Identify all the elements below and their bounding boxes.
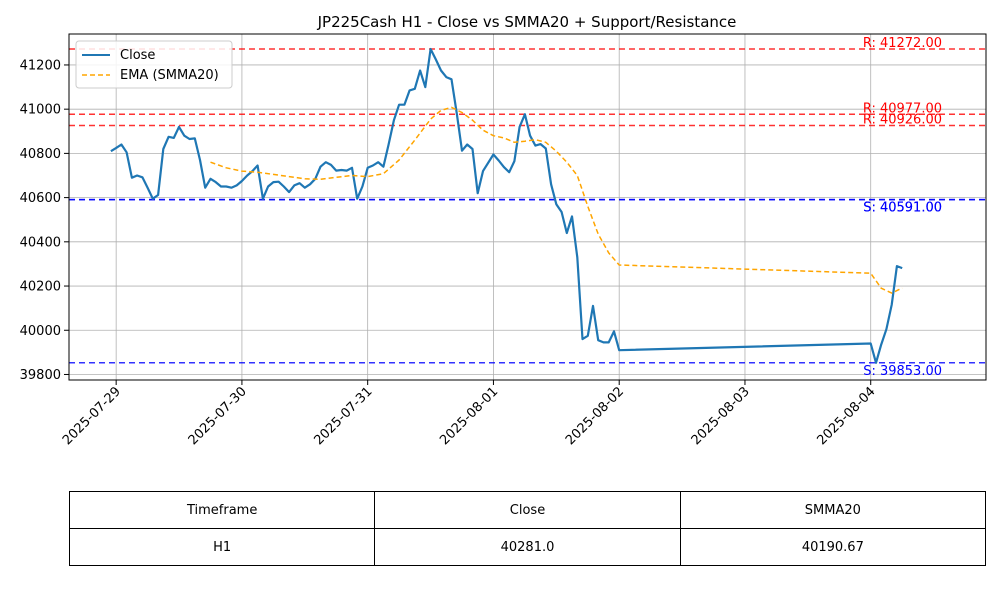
axis-layer: 2025-07-29 2025-07-30 2025-07-31 2025-08-01… [20,58,879,448]
x-tick-label: 2025-08-02 [563,384,627,448]
x-tick-label: 2025-08-01 [437,384,501,448]
y-tick-label: 40200 [20,280,61,295]
resistance-level-label: R: 40977.00 [863,101,942,116]
chart-title: JP225Cash H1 - Close vs SMMA20 + Support… [317,13,737,31]
resistance-level-label: R: 40926.00 [863,113,942,128]
table-header-row: Timeframe Close SMMA20 [68,491,987,529]
grid-layer [69,34,986,380]
legend-box [75,40,233,89]
table-header-timeframe: Timeframe [68,491,376,529]
table-cell-timeframe: H1 [68,528,376,566]
levels-layer: R: 41272.00 R: 40977.00R: 40926.00 S: 4059… [69,36,986,379]
table-cell-smma20: 40190.67 [679,528,987,566]
x-tick-label: 2025-08-03 [689,384,753,448]
x-tick-label: 2025-08-04 [815,384,879,448]
y-tick-label: 40600 [20,191,61,206]
legend: Close EMA (SMMA20) [75,40,233,89]
legend-label-close: Close [120,48,155,63]
legend-label-smma20: EMA (SMMA20) [120,68,219,83]
y-tick-label: 40800 [20,147,61,162]
y-tick-label: 39800 [20,368,61,383]
x-tick-label: 2025-07-31 [311,384,375,448]
y-tick-label: 40400 [20,235,61,250]
summary-table: Timeframe Close SMMA20 H1 40281.0 40190.… [68,491,987,566]
support-level-label: S: 40591.00 [863,201,942,216]
y-tick-label: 41200 [20,58,61,73]
table-header-close: Close [374,491,681,529]
table-row: H1 40281.0 40190.67 [68,528,987,566]
close-series-line [110,47,903,364]
resistance-level-label: R: 41272.00 [863,36,942,51]
x-tick-label: 2025-07-30 [186,384,250,448]
y-tick-label: 40000 [20,324,61,339]
series-layer [110,47,903,364]
support-level-label: S: 40591.00 [863,201,942,216]
table-header-smma20: SMMA20 [679,491,987,529]
table-cell-close: 40281.0 [374,528,681,566]
x-tick-label: 2025-07-29 [60,384,124,448]
plot-area-frame [68,33,987,381]
y-tick-label: 41000 [20,103,61,118]
smma20-series-line [210,106,903,294]
support-level-label: S: 39853.00 [863,364,942,379]
